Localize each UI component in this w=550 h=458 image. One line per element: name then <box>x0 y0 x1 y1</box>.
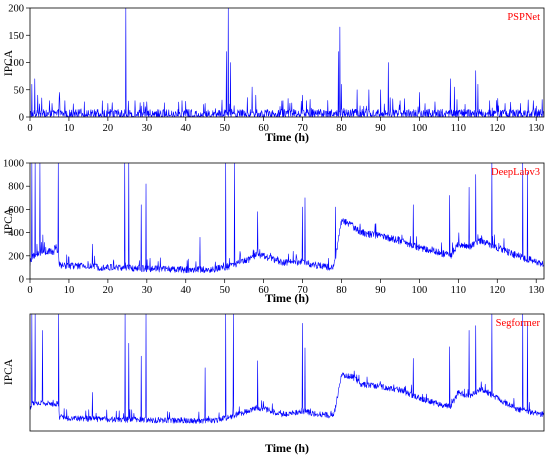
y-axis-label: IPCA <box>3 358 15 385</box>
x-tick-label: 90 <box>375 285 386 296</box>
x-tick-label: 0 <box>27 285 32 296</box>
x-tick-label: 100 <box>412 123 428 134</box>
y-tick-label: 0 <box>19 113 24 124</box>
x-tick-label: 30 <box>142 123 153 134</box>
series-line-deeplabv3 <box>30 163 544 274</box>
series-line-segformer <box>30 314 544 424</box>
legend-entry-pspnet: PSPNet <box>507 12 540 23</box>
x-tick-label: 20 <box>103 285 114 296</box>
series-line-pspnet <box>30 8 544 117</box>
x-tick-label: 100 <box>412 285 428 296</box>
y-tick-label: 1000 <box>3 159 24 170</box>
x-tick-label: 130 <box>528 285 544 296</box>
x-tick-label: 40 <box>181 285 192 296</box>
x-axis-label: Time (h) <box>265 291 309 305</box>
axes-frame <box>29 7 545 118</box>
x-tick-label: 50 <box>219 285 230 296</box>
x-tick-label: 90 <box>375 123 386 134</box>
x-tick-label: 40 <box>181 123 192 134</box>
y-tick-label: 400 <box>8 228 24 239</box>
chart-panel-segformer: Time (h) IPCA Segformer <box>3 313 545 455</box>
x-tick-label: 120 <box>489 285 505 296</box>
chart-panel-deeplabv3: 0 10 20 30 40 50 60 70 80 90 100 110 120 130 0 200 400 60… <box>3 159 545 305</box>
x-tick-label: 30 <box>142 285 153 296</box>
x-tick-label: 10 <box>64 285 75 296</box>
x-tick-label: 50 <box>219 123 230 134</box>
y-tick-label: 100 <box>8 58 24 69</box>
x-tick-label: 20 <box>103 123 114 134</box>
x-tick-label: 110 <box>451 123 466 134</box>
x-axis-label: Time (h) <box>265 441 309 455</box>
chart-panel-pspnet: 0 10 20 30 40 50 60 70 80 90 100 110 120 130 0 50 100 150… <box>3 4 545 144</box>
y-tick-label: 600 <box>8 205 24 216</box>
legend-entry-segformer: Segformer <box>496 318 541 329</box>
y-axis-label: IPCA <box>3 49 15 76</box>
x-tick-label: 130 <box>528 123 544 134</box>
y-axis-label: IPCA <box>3 207 15 234</box>
legend-entry-deeplabv3: DeepLabv3 <box>491 167 540 178</box>
x-tick-label: 60 <box>258 285 269 296</box>
y-tick-label: 200 <box>8 251 24 262</box>
y-tick-label: 150 <box>8 31 24 42</box>
y-tick-label: 200 <box>8 4 24 15</box>
x-tick-label: 10 <box>64 123 75 134</box>
y-tick-label: 800 <box>8 182 24 193</box>
y-tick-label: 0 <box>19 275 24 286</box>
x-tick-label: 80 <box>336 285 347 296</box>
x-tick-label: 80 <box>336 123 347 134</box>
x-tick-label: 120 <box>489 123 505 134</box>
x-tick-label: 70 <box>297 285 308 296</box>
x-axis-label: Time (h) <box>265 130 309 144</box>
x-tick-label: 0 <box>27 123 32 134</box>
y-tick-label: 50 <box>14 85 25 96</box>
x-tick-label: 110 <box>451 285 466 296</box>
x-tick-label: 60 <box>258 123 269 134</box>
axes-frame <box>29 313 545 432</box>
axes-frame <box>29 162 545 280</box>
x-tick-label: 70 <box>297 123 308 134</box>
